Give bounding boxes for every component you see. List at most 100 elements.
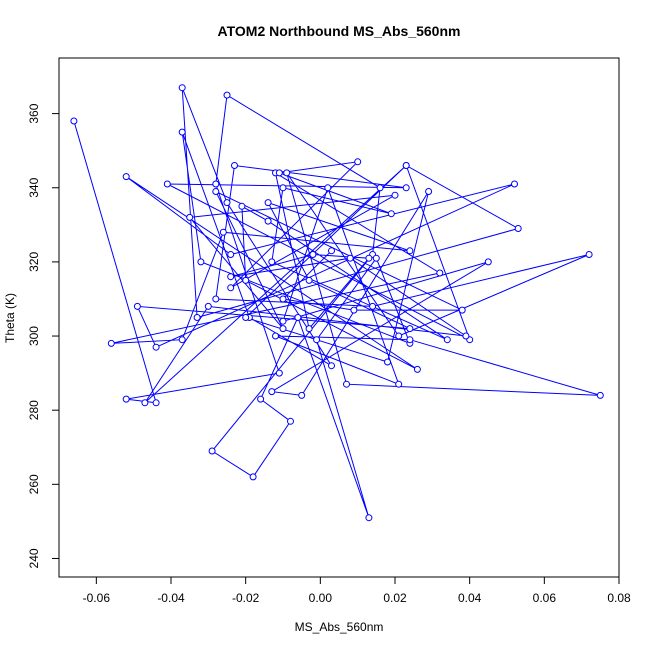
data-point xyxy=(212,188,220,195)
data-point xyxy=(343,380,350,388)
x-tick-label: 0.04 xyxy=(458,591,482,605)
data-point xyxy=(387,210,395,218)
data-point xyxy=(406,325,414,333)
data-point xyxy=(107,339,115,347)
data-point xyxy=(70,117,78,125)
data-point xyxy=(458,306,466,314)
series-polyline xyxy=(73,87,601,518)
data-point xyxy=(395,380,403,388)
data-point xyxy=(279,325,287,333)
data-point xyxy=(350,306,358,314)
data-point xyxy=(514,225,522,232)
data-point xyxy=(212,295,220,303)
data-point xyxy=(122,395,130,403)
data-point xyxy=(406,336,414,344)
data-point xyxy=(272,332,279,340)
data-point xyxy=(443,336,451,344)
x-axis: -0.06 -0.04 -0.02 0.00 0.02 0.04 0.06 0.08 xyxy=(83,577,631,605)
data-point xyxy=(365,254,373,262)
data-point xyxy=(212,180,220,188)
data-point xyxy=(462,332,470,340)
y-tick-label: 240 xyxy=(27,548,41,568)
x-tick-label: 0.06 xyxy=(533,591,557,605)
data-point xyxy=(227,251,235,258)
data-point xyxy=(238,202,246,210)
data-point xyxy=(152,343,160,351)
series-markers xyxy=(70,84,604,522)
data-point xyxy=(227,273,235,281)
data-point xyxy=(279,184,287,192)
series-line xyxy=(73,87,601,518)
data-point xyxy=(425,188,433,195)
data-point xyxy=(309,251,317,258)
data-point xyxy=(242,276,250,284)
data-point xyxy=(152,399,160,407)
data-point xyxy=(596,391,604,399)
data-point xyxy=(406,247,414,255)
data-point xyxy=(133,302,141,310)
data-point xyxy=(313,336,321,344)
data-point xyxy=(402,184,410,192)
data-point xyxy=(287,417,294,425)
data-point xyxy=(268,258,276,266)
data-point xyxy=(305,325,313,333)
data-point xyxy=(231,162,238,169)
y-tick-label: 320 xyxy=(27,252,41,272)
data-point xyxy=(346,254,354,262)
data-point xyxy=(186,213,194,221)
data-point xyxy=(249,473,257,481)
data-point xyxy=(436,269,444,277)
x-tick-label: -0.06 xyxy=(83,591,111,605)
data-point xyxy=(372,254,380,262)
y-tick-label: 340 xyxy=(27,177,41,197)
data-point xyxy=(178,128,186,136)
y-axis-label: Theta (K) xyxy=(3,293,17,343)
data-point xyxy=(324,184,332,192)
x-tick-label: -0.02 xyxy=(232,591,260,605)
data-point xyxy=(305,276,313,284)
data-point xyxy=(163,180,171,188)
data-point xyxy=(227,284,235,292)
x-axis-label: MS_Abs_560nm xyxy=(295,620,384,634)
data-point xyxy=(178,336,186,344)
data-point xyxy=(275,369,283,377)
data-point xyxy=(122,173,130,181)
data-point xyxy=(354,158,362,166)
data-point xyxy=(193,314,201,321)
data-point xyxy=(275,169,283,177)
data-point xyxy=(264,217,272,225)
data-point xyxy=(585,251,593,258)
data-point xyxy=(283,169,291,177)
data-point xyxy=(223,199,231,207)
y-tick-label: 360 xyxy=(27,103,41,123)
data-point xyxy=(178,84,186,92)
data-point xyxy=(257,395,265,403)
data-point xyxy=(208,447,216,455)
x-tick-label: 0.08 xyxy=(607,591,631,605)
data-point xyxy=(328,247,335,255)
data-point xyxy=(376,184,384,192)
data-point xyxy=(242,314,250,321)
x-tick-label: -0.04 xyxy=(157,591,185,605)
chart-title: ATOM2 Northbound MS_Abs_560nm xyxy=(218,23,461,39)
data-point xyxy=(204,302,212,310)
data-point xyxy=(294,314,302,321)
data-point xyxy=(511,180,518,188)
y-tick-label: 260 xyxy=(27,474,41,494)
data-point xyxy=(264,199,272,207)
data-point xyxy=(298,391,306,399)
data-point xyxy=(141,399,149,407)
data-point xyxy=(365,514,373,522)
y-axis: 240 260 280 300 320 340 360 xyxy=(27,103,59,568)
x-tick-label: 0.02 xyxy=(383,591,407,605)
data-point xyxy=(279,295,287,303)
data-point xyxy=(395,332,403,340)
data-point xyxy=(391,191,399,199)
data-point xyxy=(328,362,335,370)
data-point xyxy=(384,358,391,366)
data-point xyxy=(223,91,231,99)
data-point xyxy=(484,258,492,266)
